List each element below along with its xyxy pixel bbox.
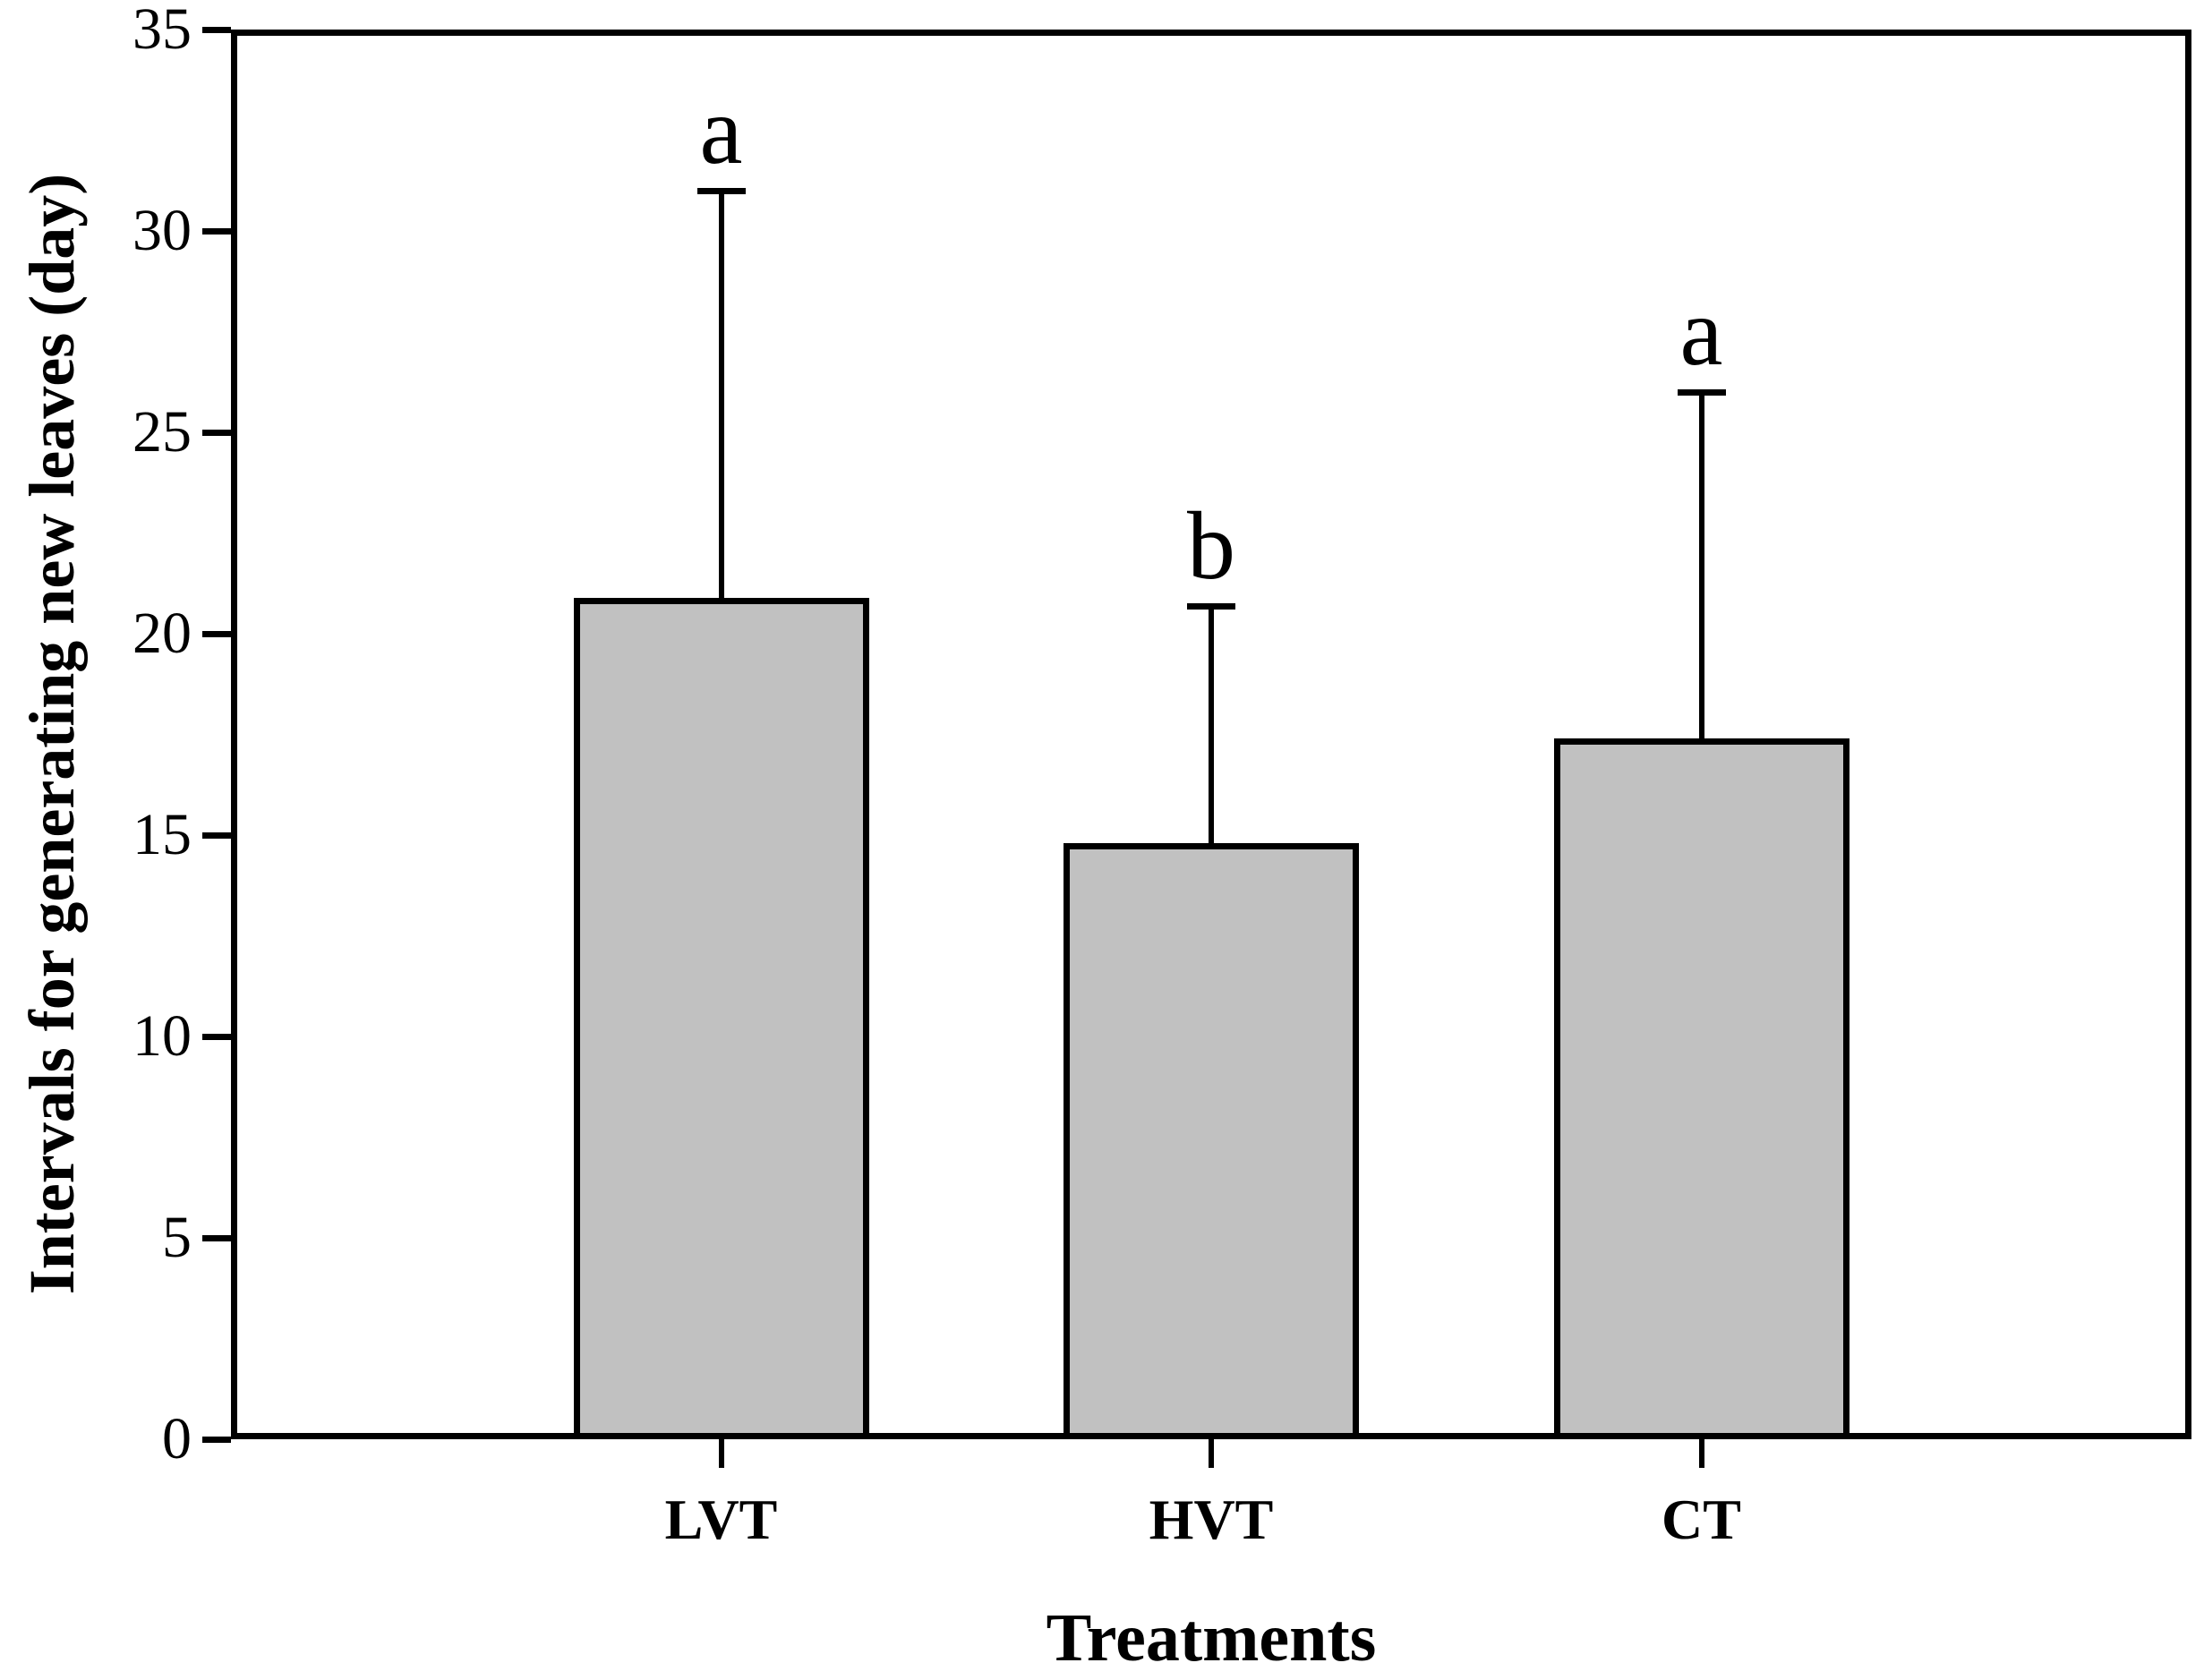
y-axis-tick-label: 30 [132,198,192,263]
x-axis-tick-lvt [718,1439,724,1468]
x-tick-label-lvt: LVT [664,1488,778,1551]
bar-ct [1553,738,1849,1439]
significance-letter-ct: a [1679,279,1723,386]
error-bar-cap-ct [1677,389,1726,396]
y-axis-title: Intervals for generating new leaves (day… [16,173,88,1295]
bar-lvt [573,597,869,1439]
x-axis-title: Treatments [1046,1600,1377,1676]
y-axis-tick [202,631,231,637]
significance-letter-lvt: a [699,78,743,184]
y-axis-tick-label: 15 [132,802,192,867]
y-axis-tick [202,27,231,33]
error-bar-cap-hvt [1187,602,1235,610]
y-axis-tick-label: 5 [162,1205,192,1270]
y-axis-tick-label: 10 [132,1003,192,1069]
y-axis-tick [202,1437,231,1443]
significance-letter-hvt: b [1187,492,1235,600]
y-axis-tick-label: 25 [132,399,192,465]
y-axis-tick-label: 20 [132,601,192,666]
error-bar-hvt [1209,605,1214,843]
x-tick-label-ct: CT [1662,1488,1741,1551]
y-axis-tick [202,1034,231,1040]
error-bar-cap-lvt [696,188,746,194]
x-axis-tick-ct [1698,1439,1704,1468]
x-axis-tick-hvt [1209,1439,1214,1468]
y-axis-tick [202,228,231,235]
y-axis-tick [202,1235,231,1241]
y-axis-tick-label: 35 [132,0,192,62]
error-bar-ct [1698,392,1704,738]
y-axis-tick [202,430,231,436]
bar-hvt [1064,843,1359,1439]
x-tick-label-hvt: HVT [1149,1488,1274,1551]
y-axis-tick-label: 0 [162,1406,192,1471]
y-axis-tick [202,832,231,839]
error-bar-lvt [718,191,724,598]
